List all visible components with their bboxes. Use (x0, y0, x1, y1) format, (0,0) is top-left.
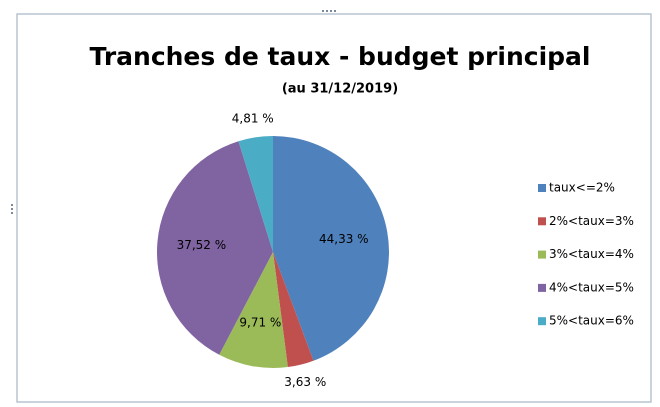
pie-slice (273, 136, 389, 361)
legend-label: taux<=2% (549, 181, 615, 195)
pie-slice (273, 252, 314, 368)
legend-swatch (538, 283, 546, 292)
frame-handles (11, 10, 336, 214)
legend-label: 2%<taux=3% (549, 214, 634, 228)
legend-swatch (538, 217, 546, 226)
legend-label: 4%<taux=5% (549, 280, 634, 294)
pie-slice (219, 252, 288, 368)
data-label: 9,71 % (239, 315, 281, 329)
chart-title: Tranches de taux - budget principal (90, 42, 591, 71)
legend-swatch (538, 250, 546, 259)
pie-slice (157, 141, 273, 355)
legend-label: 5%<taux=6% (549, 314, 634, 328)
pie-slice (238, 136, 273, 252)
chart-subtitle: (au 31/12/2019) (282, 82, 398, 97)
data-label: 44,33 % (319, 232, 369, 246)
data-label: 37,52 % (177, 238, 227, 252)
legend-label: 3%<taux=4% (549, 247, 634, 261)
legend-swatch (538, 317, 546, 326)
legend-swatch (538, 184, 546, 192)
data-label: 4,81 % (232, 111, 274, 125)
data-label: 3,63 % (284, 375, 326, 389)
